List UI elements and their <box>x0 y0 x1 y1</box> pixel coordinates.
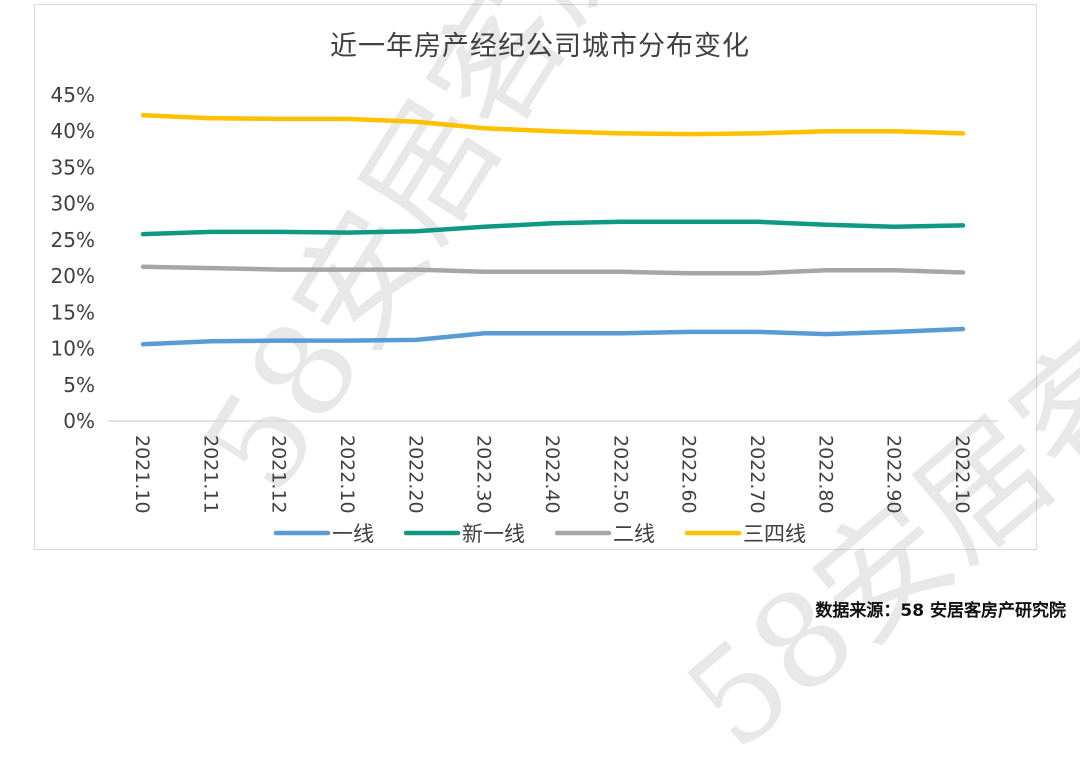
x-tick-label: 2022.60 <box>678 435 700 514</box>
legend-label: 一线 <box>332 522 374 546</box>
x-tick-label: 2022.40 <box>541 435 563 514</box>
legend-label: 三四线 <box>743 522 806 546</box>
x-tick-label: 2021.11 <box>199 435 221 514</box>
y-tick-label: 30% <box>51 192 95 216</box>
series-line-三四线 <box>140 113 966 137</box>
series-line-二线 <box>140 264 966 276</box>
y-axis: 0% 5% 10% 15% 20% 25% 30% 35% 40% 45% <box>51 83 95 433</box>
chart-title: 近一年房产经纪公司城市分布变化 <box>330 31 750 62</box>
series-line-新一线 <box>140 219 966 237</box>
y-tick-label: 0% <box>63 409 95 433</box>
y-tick-label: 10% <box>51 337 95 361</box>
series-line-一线 <box>140 326 966 347</box>
x-tick-label: 2022.30 <box>473 435 495 514</box>
x-tick-label: 2022.10 <box>951 435 973 514</box>
x-tick-label: 2021.10 <box>131 435 153 514</box>
y-tick-label: 5% <box>63 373 95 397</box>
legend: 一线 新一线 二线 三四线 <box>273 522 806 546</box>
x-tick-label: 2022.50 <box>609 435 631 514</box>
y-tick-label: 45% <box>51 83 95 107</box>
x-tick-label: 2022.90 <box>883 435 905 514</box>
data-source-note: 数据来源：58 安居客房产研究院 <box>815 601 1066 621</box>
legend-label: 新一线 <box>462 522 525 546</box>
y-tick-label: 20% <box>51 264 95 288</box>
x-tick-label: 2022.80 <box>814 435 836 514</box>
x-tick-label: 2022.70 <box>746 435 768 514</box>
legend-label: 二线 <box>613 522 655 546</box>
line-chart: 0%5%10%15%20%25%30%35%40%45% 2021.10 2021… <box>51 83 998 546</box>
x-axis: 2021.10 2021.11 2021.12 2022.10 2022.20 2022.… <box>108 420 998 514</box>
y-tick-label: 25% <box>51 228 95 252</box>
y-tick-label: 40% <box>51 119 95 143</box>
x-tick-label: 2022.10 <box>336 435 358 514</box>
x-tick-label: 2021.12 <box>268 435 290 514</box>
y-tick-label: 15% <box>51 300 95 324</box>
chart-panel <box>34 4 1037 550</box>
y-tick-label: 35% <box>51 155 95 179</box>
x-tick-label: 2022.20 <box>404 435 426 514</box>
series-lines <box>140 113 966 347</box>
